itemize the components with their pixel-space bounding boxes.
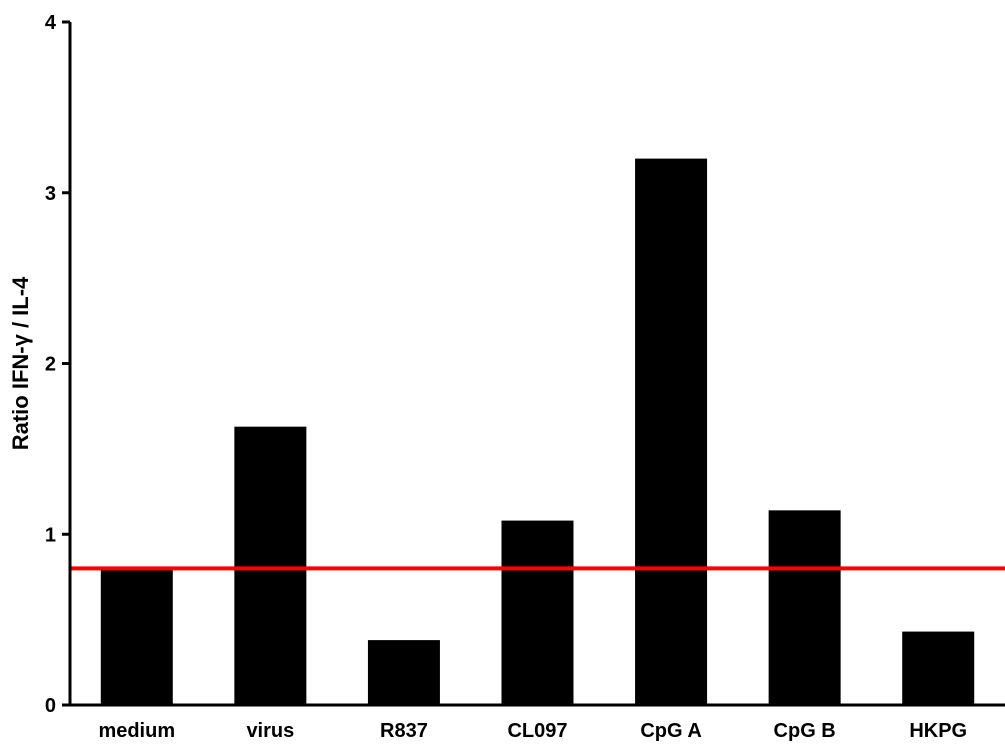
x-tick-label-virus: virus [246, 720, 294, 742]
bar-medium [100, 566, 173, 705]
bar-virus [234, 426, 307, 705]
x-tick-label-medium: medium [98, 720, 175, 742]
y-tick-label-3: 3 [45, 183, 56, 205]
bar-cpg-a [635, 158, 708, 706]
x-tick-label-cpg-b: CpG B [774, 720, 836, 742]
y-axis-title: Ratio IFN-γ / IL-4 [8, 276, 33, 450]
x-tick-label-cl097: CL097 [507, 720, 567, 742]
y-tick-label-2: 2 [45, 354, 56, 376]
bars-layer [100, 158, 975, 706]
y-tick-label-0: 0 [45, 695, 56, 717]
axes-layer [62, 20, 1005, 707]
y-tick-label-1: 1 [45, 524, 56, 546]
bar-cpg-b [768, 510, 841, 705]
y-tick-label-4: 4 [45, 12, 57, 34]
x-tick-label-hkpg: HKPG [909, 720, 967, 742]
bar-cl097 [501, 520, 574, 705]
labels-layer: 0 1 2 3 4 medium virus R837 CL097 CpG A CpG B HKPG [45, 12, 967, 742]
bar-r837 [367, 640, 440, 705]
x-tick-label-r837: R837 [380, 720, 428, 742]
bar-hkpg [902, 631, 975, 705]
x-tick-label-cpg-a: CpG A [640, 720, 701, 742]
